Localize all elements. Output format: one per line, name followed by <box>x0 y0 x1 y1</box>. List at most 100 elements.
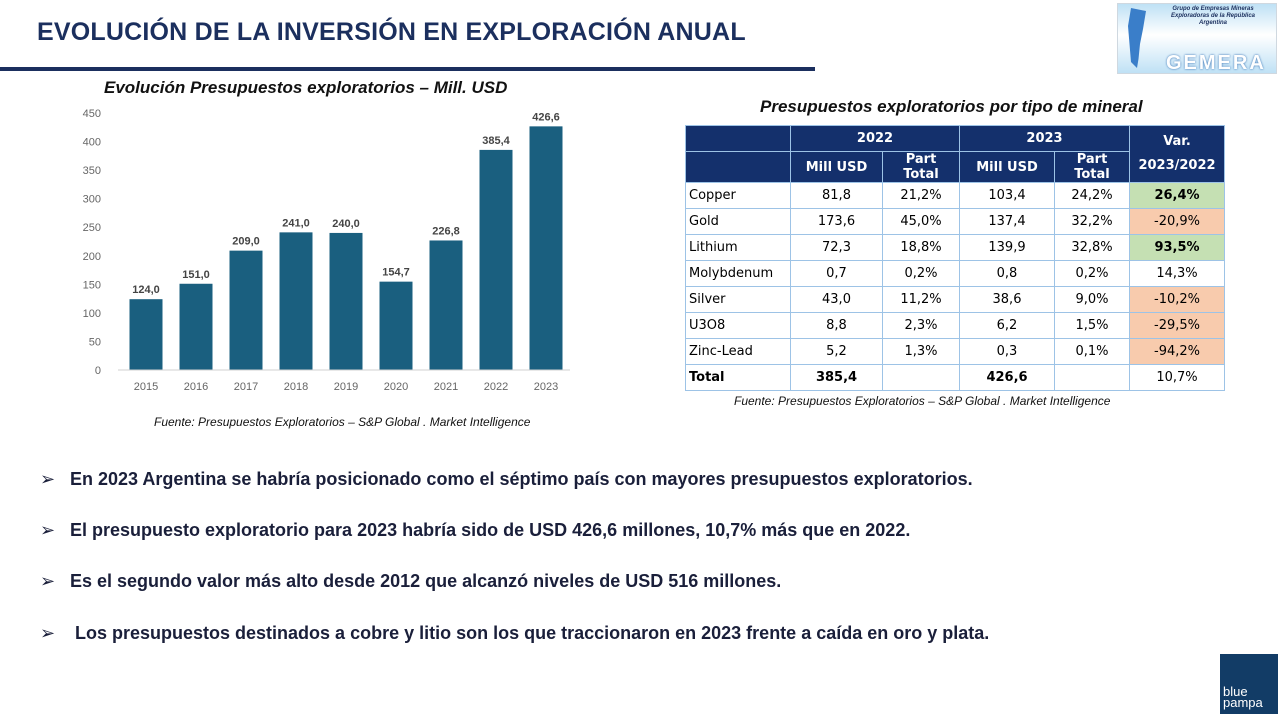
var-header-line: Var. <box>1163 134 1191 149</box>
corner-header <box>685 151 791 183</box>
y-tick-label: 450 <box>83 108 101 120</box>
cell-v22: 81,8 <box>790 182 883 209</box>
bullet-text: El presupuesto exploratorio para 2023 ha… <box>70 520 911 540</box>
chart-title: Evolución Presupuestos exploratorios – M… <box>104 78 508 97</box>
arrow-bullet-icon: ➢ <box>40 623 56 643</box>
cell-v23: 0,8 <box>959 260 1055 287</box>
bullet-text: Los presupuestos destinados a cobre y li… <box>70 623 990 643</box>
bar <box>379 281 413 370</box>
cell-p23: 24,2% <box>1054 182 1130 209</box>
cell-var: 93,5% <box>1129 234 1225 261</box>
gemera-logo: Grupo de Empresas Mineras Exploradoras d… <box>1117 3 1277 74</box>
bar <box>229 250 263 370</box>
table-row: Copper 81,8 21,2% 103,4 24,2% 26,4% <box>685 182 1225 209</box>
cell-v23: 137,4 <box>959 208 1055 235</box>
x-tick-label: 2023 <box>534 381 558 393</box>
bullet-text: En 2023 Argentina se habría posicionado … <box>70 469 973 489</box>
bar <box>179 283 213 370</box>
bar <box>429 240 463 370</box>
bullet-item: ➢ En 2023 Argentina se habría posicionado… <box>40 469 973 490</box>
total-label: Total <box>685 364 791 391</box>
cell-mineral: Silver <box>685 286 791 313</box>
data-label: 154,7 <box>382 267 410 279</box>
cell-p23: 0,1% <box>1054 338 1130 365</box>
y-tick-label: 50 <box>89 336 101 348</box>
bullet-item: ➢ Los presupuestos destinados a cobre y … <box>40 623 989 644</box>
title-divider <box>0 67 815 71</box>
y-tick-label: 150 <box>83 279 101 291</box>
total-row: Total 385,4 426,6 10,7% <box>685 364 1225 391</box>
x-tick-label: 2019 <box>334 381 358 393</box>
cell-p23: 32,8% <box>1054 234 1130 261</box>
cell-var: -94,2% <box>1129 338 1225 365</box>
logo-subtitle: Grupo de Empresas Mineras Exploradoras d… <box>1170 6 1256 26</box>
cell-var: 26,4% <box>1129 182 1225 209</box>
cell-p22: 21,2% <box>882 182 960 209</box>
bullet-item: ➢ Es el segundo valor más alto desde 2012… <box>40 571 781 592</box>
total-v23: 426,6 <box>959 364 1055 391</box>
year-header: 2023 <box>959 125 1130 152</box>
logo-text: blue pampa <box>1223 684 1263 710</box>
page-title: EVOLUCIÓN DE LA INVERSIÓN EN EXPLORACIÓN… <box>37 18 746 46</box>
table-row: Molybdenum 0,7 0,2% 0,8 0,2% 14,3% <box>685 260 1225 287</box>
bar-chart: 0 50 100 150 200 250 300 350 400 450 124,0 2015 151,… <box>83 108 570 393</box>
x-tick-label: 2017 <box>234 381 258 393</box>
cell-p23: 0,2% <box>1054 260 1130 287</box>
cell-p22: 2,3% <box>882 312 960 339</box>
bar <box>329 232 363 370</box>
empty-cell <box>882 364 960 391</box>
total-var: 10,7% <box>1129 364 1225 391</box>
cell-p22: 11,2% <box>882 286 960 313</box>
y-tick-label: 400 <box>83 137 101 149</box>
subheader: Part Total <box>882 151 960 183</box>
table-row: U3O8 8,8 2,3% 6,2 1,5% -29,5% <box>685 312 1225 339</box>
x-tick-label: 2021 <box>434 381 458 393</box>
cell-p22: 0,2% <box>882 260 960 287</box>
cell-p23: 32,2% <box>1054 208 1130 235</box>
table-row: Lithium 72,3 18,8% 139,9 32,8% 93,5% <box>685 234 1225 261</box>
cell-v23: 38,6 <box>959 286 1055 313</box>
bullet-text: Es el segundo valor más alto desde 2012 … <box>70 571 782 591</box>
x-tick-label: 2020 <box>384 381 408 393</box>
table-title: Presupuestos exploratorios por tipo de m… <box>760 97 1143 116</box>
bar <box>479 149 513 370</box>
var-header-line: 2023/2022 <box>1138 158 1216 173</box>
x-tick-label: 2015 <box>134 381 158 393</box>
y-tick-label: 0 <box>95 365 101 377</box>
cell-p22: 1,3% <box>882 338 960 365</box>
corner-header <box>685 125 791 152</box>
y-tick-label: 200 <box>83 251 101 263</box>
year-header: 2022 <box>790 125 960 152</box>
cell-v22: 173,6 <box>790 208 883 235</box>
arrow-bullet-icon: ➢ <box>40 469 56 489</box>
cell-v23: 139,9 <box>959 234 1055 261</box>
cell-v23: 6,2 <box>959 312 1055 339</box>
data-label: 385,4 <box>482 135 510 147</box>
x-tick-label: 2016 <box>184 381 208 393</box>
cell-v23: 0,3 <box>959 338 1055 365</box>
cell-var: -20,9% <box>1129 208 1225 235</box>
blue-pampa-logo: blue pampa <box>1220 654 1278 714</box>
cell-p22: 18,8% <box>882 234 960 261</box>
cell-v23: 103,4 <box>959 182 1055 209</box>
cell-v22: 8,8 <box>790 312 883 339</box>
bullet-item: ➢ El presupuesto exploratorio para 2023 h… <box>40 520 910 541</box>
cell-var: 14,3% <box>1129 260 1225 287</box>
cell-p23: 9,0% <box>1054 286 1130 313</box>
cell-mineral: Copper <box>685 182 791 209</box>
table-row: Zinc-Lead 5,2 1,3% 0,3 0,1% -94,2% <box>685 338 1225 365</box>
y-tick-label: 350 <box>83 165 101 177</box>
data-label: 226,8 <box>432 225 460 237</box>
table-row: Silver 43,0 11,2% 38,6 9,0% -10,2% <box>685 286 1225 313</box>
cell-var: -10,2% <box>1129 286 1225 313</box>
x-tick-label: 2018 <box>284 381 308 393</box>
chart-source: Fuente: Presupuestos Exploratorios – S&P… <box>154 415 531 429</box>
cell-p22: 45,0% <box>882 208 960 235</box>
y-tick-label: 250 <box>83 222 101 234</box>
cell-v22: 72,3 <box>790 234 883 261</box>
data-label: 426,6 <box>532 111 560 123</box>
logo-name: GEMERA <box>1166 52 1266 74</box>
subheader: Part Total <box>1054 151 1130 183</box>
y-tick-label: 100 <box>83 308 101 320</box>
subheader: Mill USD <box>959 151 1055 183</box>
